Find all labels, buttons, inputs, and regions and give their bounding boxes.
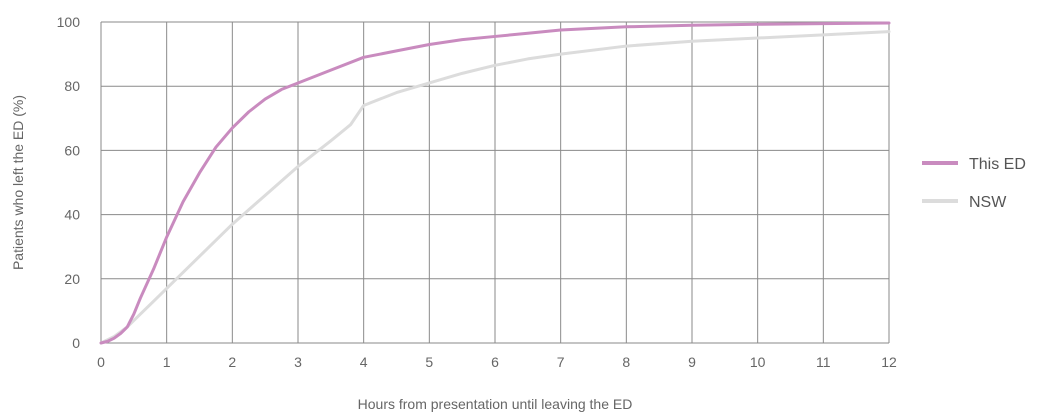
x-tick-label: 11 bbox=[816, 354, 831, 370]
legend: This ED NSW bbox=[922, 156, 1026, 211]
x-axis-title: Hours from presentation until leaving th… bbox=[358, 396, 633, 412]
x-tick-label: 3 bbox=[294, 354, 302, 370]
y-tick-label: 20 bbox=[64, 271, 80, 287]
y-tick-label: 40 bbox=[64, 207, 80, 223]
x-tick-label: 9 bbox=[688, 354, 696, 370]
y-tick-label: 80 bbox=[64, 78, 80, 94]
x-tick-label: 12 bbox=[881, 354, 897, 370]
series-line-this-ed bbox=[99, 21, 891, 345]
y-tick-label: 60 bbox=[64, 142, 80, 158]
x-tick-label: 0 bbox=[97, 354, 105, 370]
series-line-nsw bbox=[99, 30, 891, 345]
legend-label-this-ed: This ED bbox=[969, 156, 1026, 173]
series-lines bbox=[99, 21, 891, 345]
x-tick-label: 10 bbox=[750, 354, 766, 370]
y-tick-label: 100 bbox=[57, 14, 81, 30]
x-tick-label: 2 bbox=[228, 354, 236, 370]
y-axis-ticks: 0 20 40 60 80 100 bbox=[57, 14, 81, 351]
grid bbox=[100, 21, 890, 344]
x-tick-label: 8 bbox=[622, 354, 630, 370]
y-axis-title: Patients who left the ED (%) bbox=[10, 95, 26, 270]
x-tick-label: 7 bbox=[557, 354, 565, 370]
x-tick-label: 6 bbox=[491, 354, 499, 370]
x-tick-label: 1 bbox=[163, 354, 171, 370]
y-tick-label: 0 bbox=[72, 335, 80, 351]
x-axis-ticks: 0 1 2 3 4 5 6 7 8 9 10 11 12 bbox=[97, 354, 897, 370]
x-tick-label: 4 bbox=[360, 354, 368, 370]
x-tick-label: 5 bbox=[425, 354, 433, 370]
legend-label-nsw: NSW bbox=[969, 194, 1007, 211]
